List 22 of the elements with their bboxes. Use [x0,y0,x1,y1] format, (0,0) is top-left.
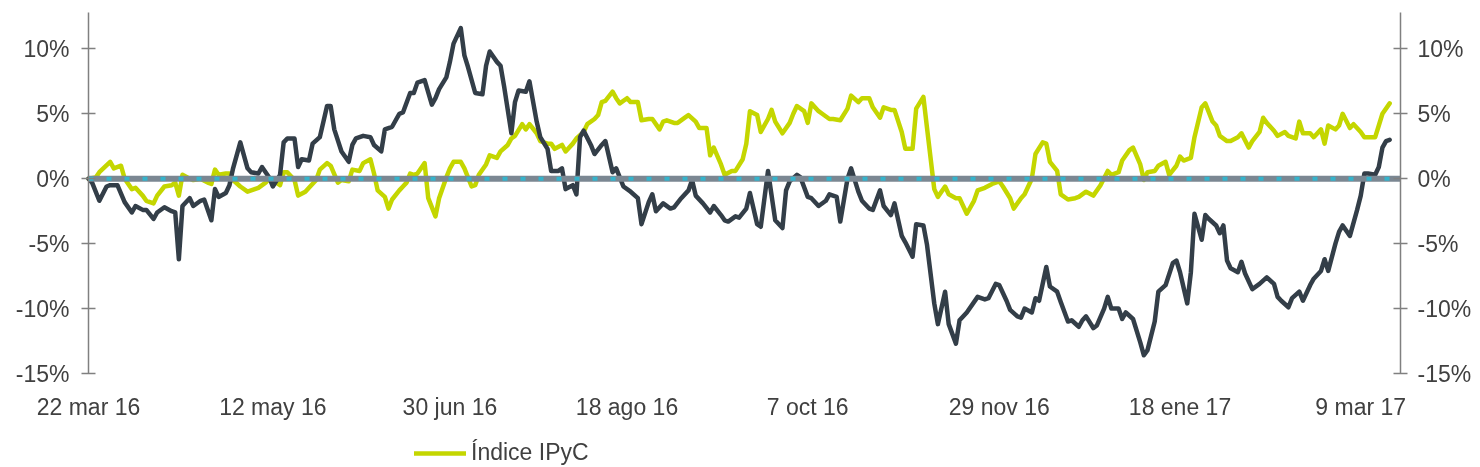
y-tick-label: -5% [28,230,70,257]
x-tick-label: 22 mar 16 [36,393,141,420]
line-series [86,25,1392,358]
y2-tick-label: -5% [1417,230,1459,257]
x-tick-label: 9 mar 17 [1315,393,1407,420]
x-tick-label: 29 nov 16 [948,393,1050,420]
y2-tick-label: 0% [1417,165,1451,192]
y2-tick-label: -15% [1417,360,1472,387]
y-tick-label: -10% [15,295,70,322]
x-tick-label: 18 ago 16 [575,393,679,420]
y-tick-label: 0% [36,165,70,192]
legend-label: Índice IPyC [471,439,589,466]
y2-tick-label: -10% [1417,295,1472,322]
y2-tick-label: 5% [1417,100,1451,127]
x-tick-label: 18 ene 17 [1128,393,1232,420]
y-tick-label: 10% [23,35,70,62]
x-tick-label: 30 jun 16 [402,393,498,420]
y-tick-label: -15% [15,360,70,387]
y2-tick-label: 10% [1417,35,1464,62]
x-tick-label: 7 oct 16 [766,393,849,420]
x-tick-label: 12 may 16 [219,393,327,420]
y-tick-label: 5% [36,100,70,127]
